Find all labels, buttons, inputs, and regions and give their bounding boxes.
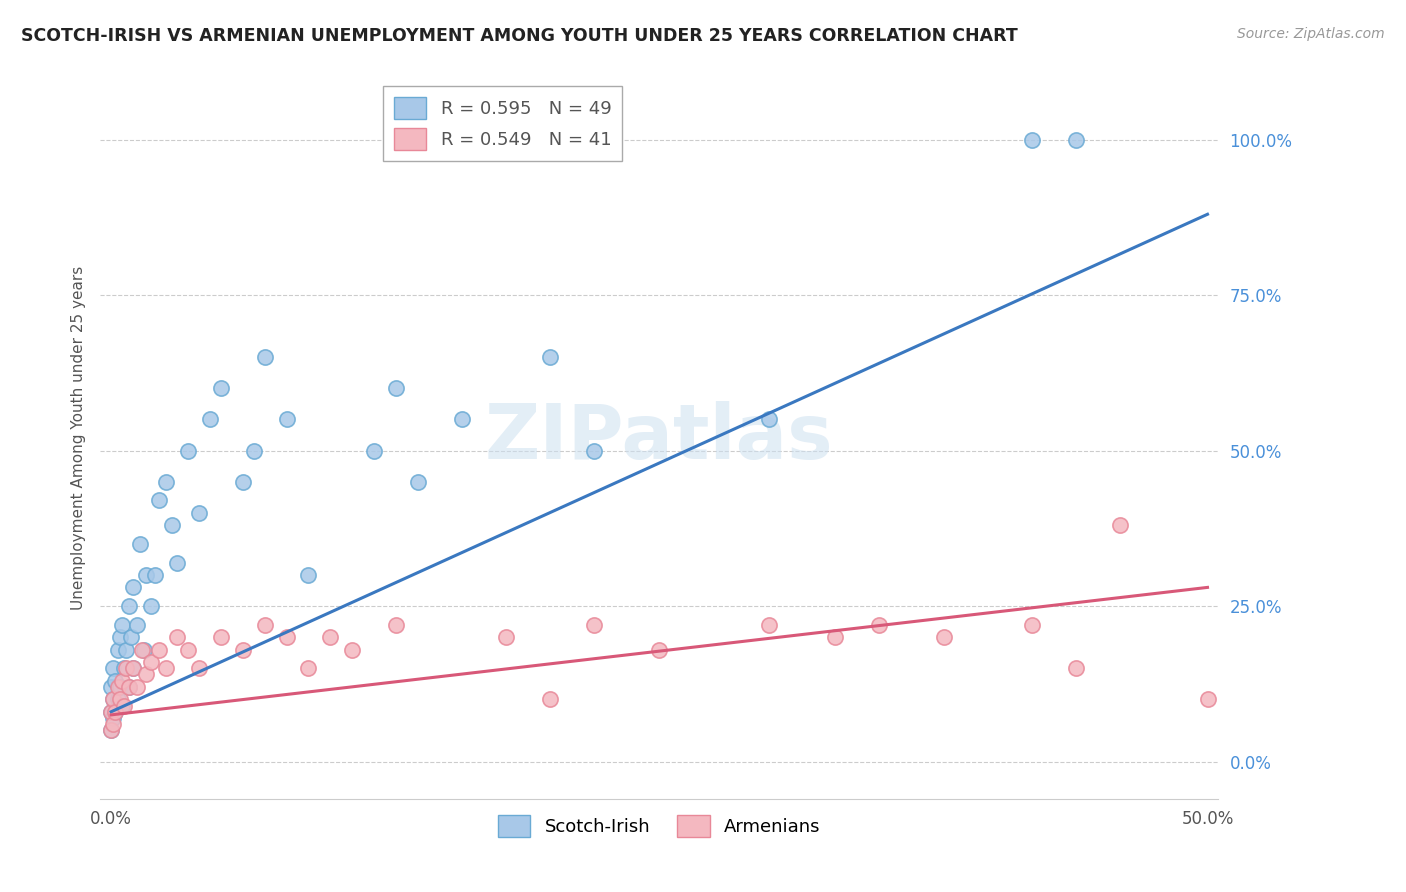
Point	[122, 581, 145, 595]
Point	[120, 630, 142, 644]
Point	[103, 661, 125, 675]
Point	[495, 630, 517, 644]
Point	[297, 661, 319, 675]
Point	[131, 642, 153, 657]
Point	[111, 617, 134, 632]
Point	[538, 692, 561, 706]
Point	[107, 680, 129, 694]
Point	[148, 642, 170, 657]
Point	[209, 630, 232, 644]
Point	[108, 692, 131, 706]
Point	[104, 705, 127, 719]
Point	[122, 661, 145, 675]
Point	[100, 705, 122, 719]
Point	[108, 680, 131, 694]
Point	[385, 617, 408, 632]
Point	[187, 661, 209, 675]
Point	[342, 642, 364, 657]
Point	[253, 617, 276, 632]
Text: Source: ZipAtlas.com: Source: ZipAtlas.com	[1237, 27, 1385, 41]
Point	[135, 667, 157, 681]
Point	[122, 661, 145, 675]
Point	[139, 655, 162, 669]
Point	[112, 698, 135, 713]
Point	[242, 443, 264, 458]
Point	[363, 443, 385, 458]
Point	[934, 630, 956, 644]
Point	[117, 680, 139, 694]
Point	[135, 568, 157, 582]
Point	[104, 705, 127, 719]
Point	[155, 475, 177, 489]
Point	[406, 475, 429, 489]
Point	[297, 568, 319, 582]
Point	[319, 630, 342, 644]
Point	[111, 698, 134, 713]
Text: SCOTCH-IRISH VS ARMENIAN UNEMPLOYMENT AMONG YOUTH UNDER 25 YEARS CORRELATION CHA: SCOTCH-IRISH VS ARMENIAN UNEMPLOYMENT AM…	[21, 27, 1018, 45]
Y-axis label: Unemployment Among Youth under 25 years: Unemployment Among Youth under 25 years	[72, 266, 86, 610]
Point	[103, 692, 125, 706]
Point	[824, 630, 846, 644]
Point	[166, 556, 188, 570]
Point	[582, 617, 605, 632]
Point	[148, 493, 170, 508]
Point	[198, 412, 221, 426]
Point	[385, 381, 408, 395]
Point	[111, 673, 134, 688]
Point	[104, 673, 127, 688]
Point	[127, 617, 149, 632]
Point	[253, 351, 276, 365]
Point	[143, 568, 166, 582]
Point	[276, 630, 298, 644]
Point	[209, 381, 232, 395]
Point	[103, 711, 125, 725]
Point	[132, 642, 155, 657]
Point	[451, 412, 474, 426]
Point	[1197, 692, 1219, 706]
Point	[115, 642, 138, 657]
Point	[648, 642, 671, 657]
Point	[232, 642, 254, 657]
Point	[100, 705, 122, 719]
Point	[1021, 133, 1043, 147]
Point	[103, 692, 125, 706]
Point	[582, 443, 605, 458]
Point	[177, 443, 200, 458]
Point	[127, 680, 149, 694]
Point	[107, 692, 129, 706]
Point	[758, 412, 780, 426]
Point	[1064, 133, 1087, 147]
Point	[108, 630, 131, 644]
Point	[1108, 518, 1130, 533]
Point	[103, 717, 125, 731]
Point	[128, 537, 150, 551]
Point	[100, 680, 122, 694]
Point	[139, 599, 162, 613]
Point	[100, 723, 122, 738]
Point	[112, 661, 135, 675]
Point	[538, 351, 561, 365]
Point	[117, 599, 139, 613]
Point	[868, 617, 890, 632]
Point	[117, 680, 139, 694]
Point	[177, 642, 200, 657]
Point	[155, 661, 177, 675]
Text: ZIPatlas: ZIPatlas	[485, 401, 834, 475]
Point	[166, 630, 188, 644]
Point	[100, 723, 122, 738]
Point	[187, 506, 209, 520]
Point	[1021, 617, 1043, 632]
Point	[115, 661, 138, 675]
Point	[107, 642, 129, 657]
Point	[758, 617, 780, 632]
Point	[232, 475, 254, 489]
Point	[276, 412, 298, 426]
Point	[162, 518, 184, 533]
Point	[1064, 661, 1087, 675]
Legend: Scotch-Irish, Armenians: Scotch-Irish, Armenians	[491, 807, 828, 844]
